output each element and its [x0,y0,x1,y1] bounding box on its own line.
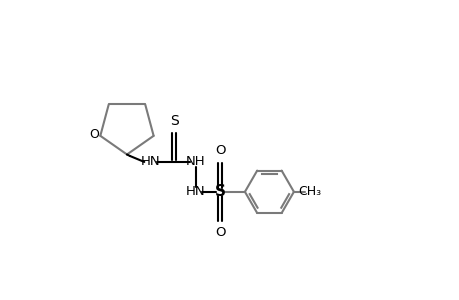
Text: O: O [214,226,225,239]
Text: O: O [89,128,99,141]
Text: HN: HN [141,155,160,168]
Text: CH₃: CH₃ [298,185,321,198]
Text: HN: HN [185,185,205,198]
Text: O: O [214,144,225,158]
Text: NH: NH [185,155,205,168]
Text: S: S [169,114,178,128]
Text: S: S [214,184,225,199]
